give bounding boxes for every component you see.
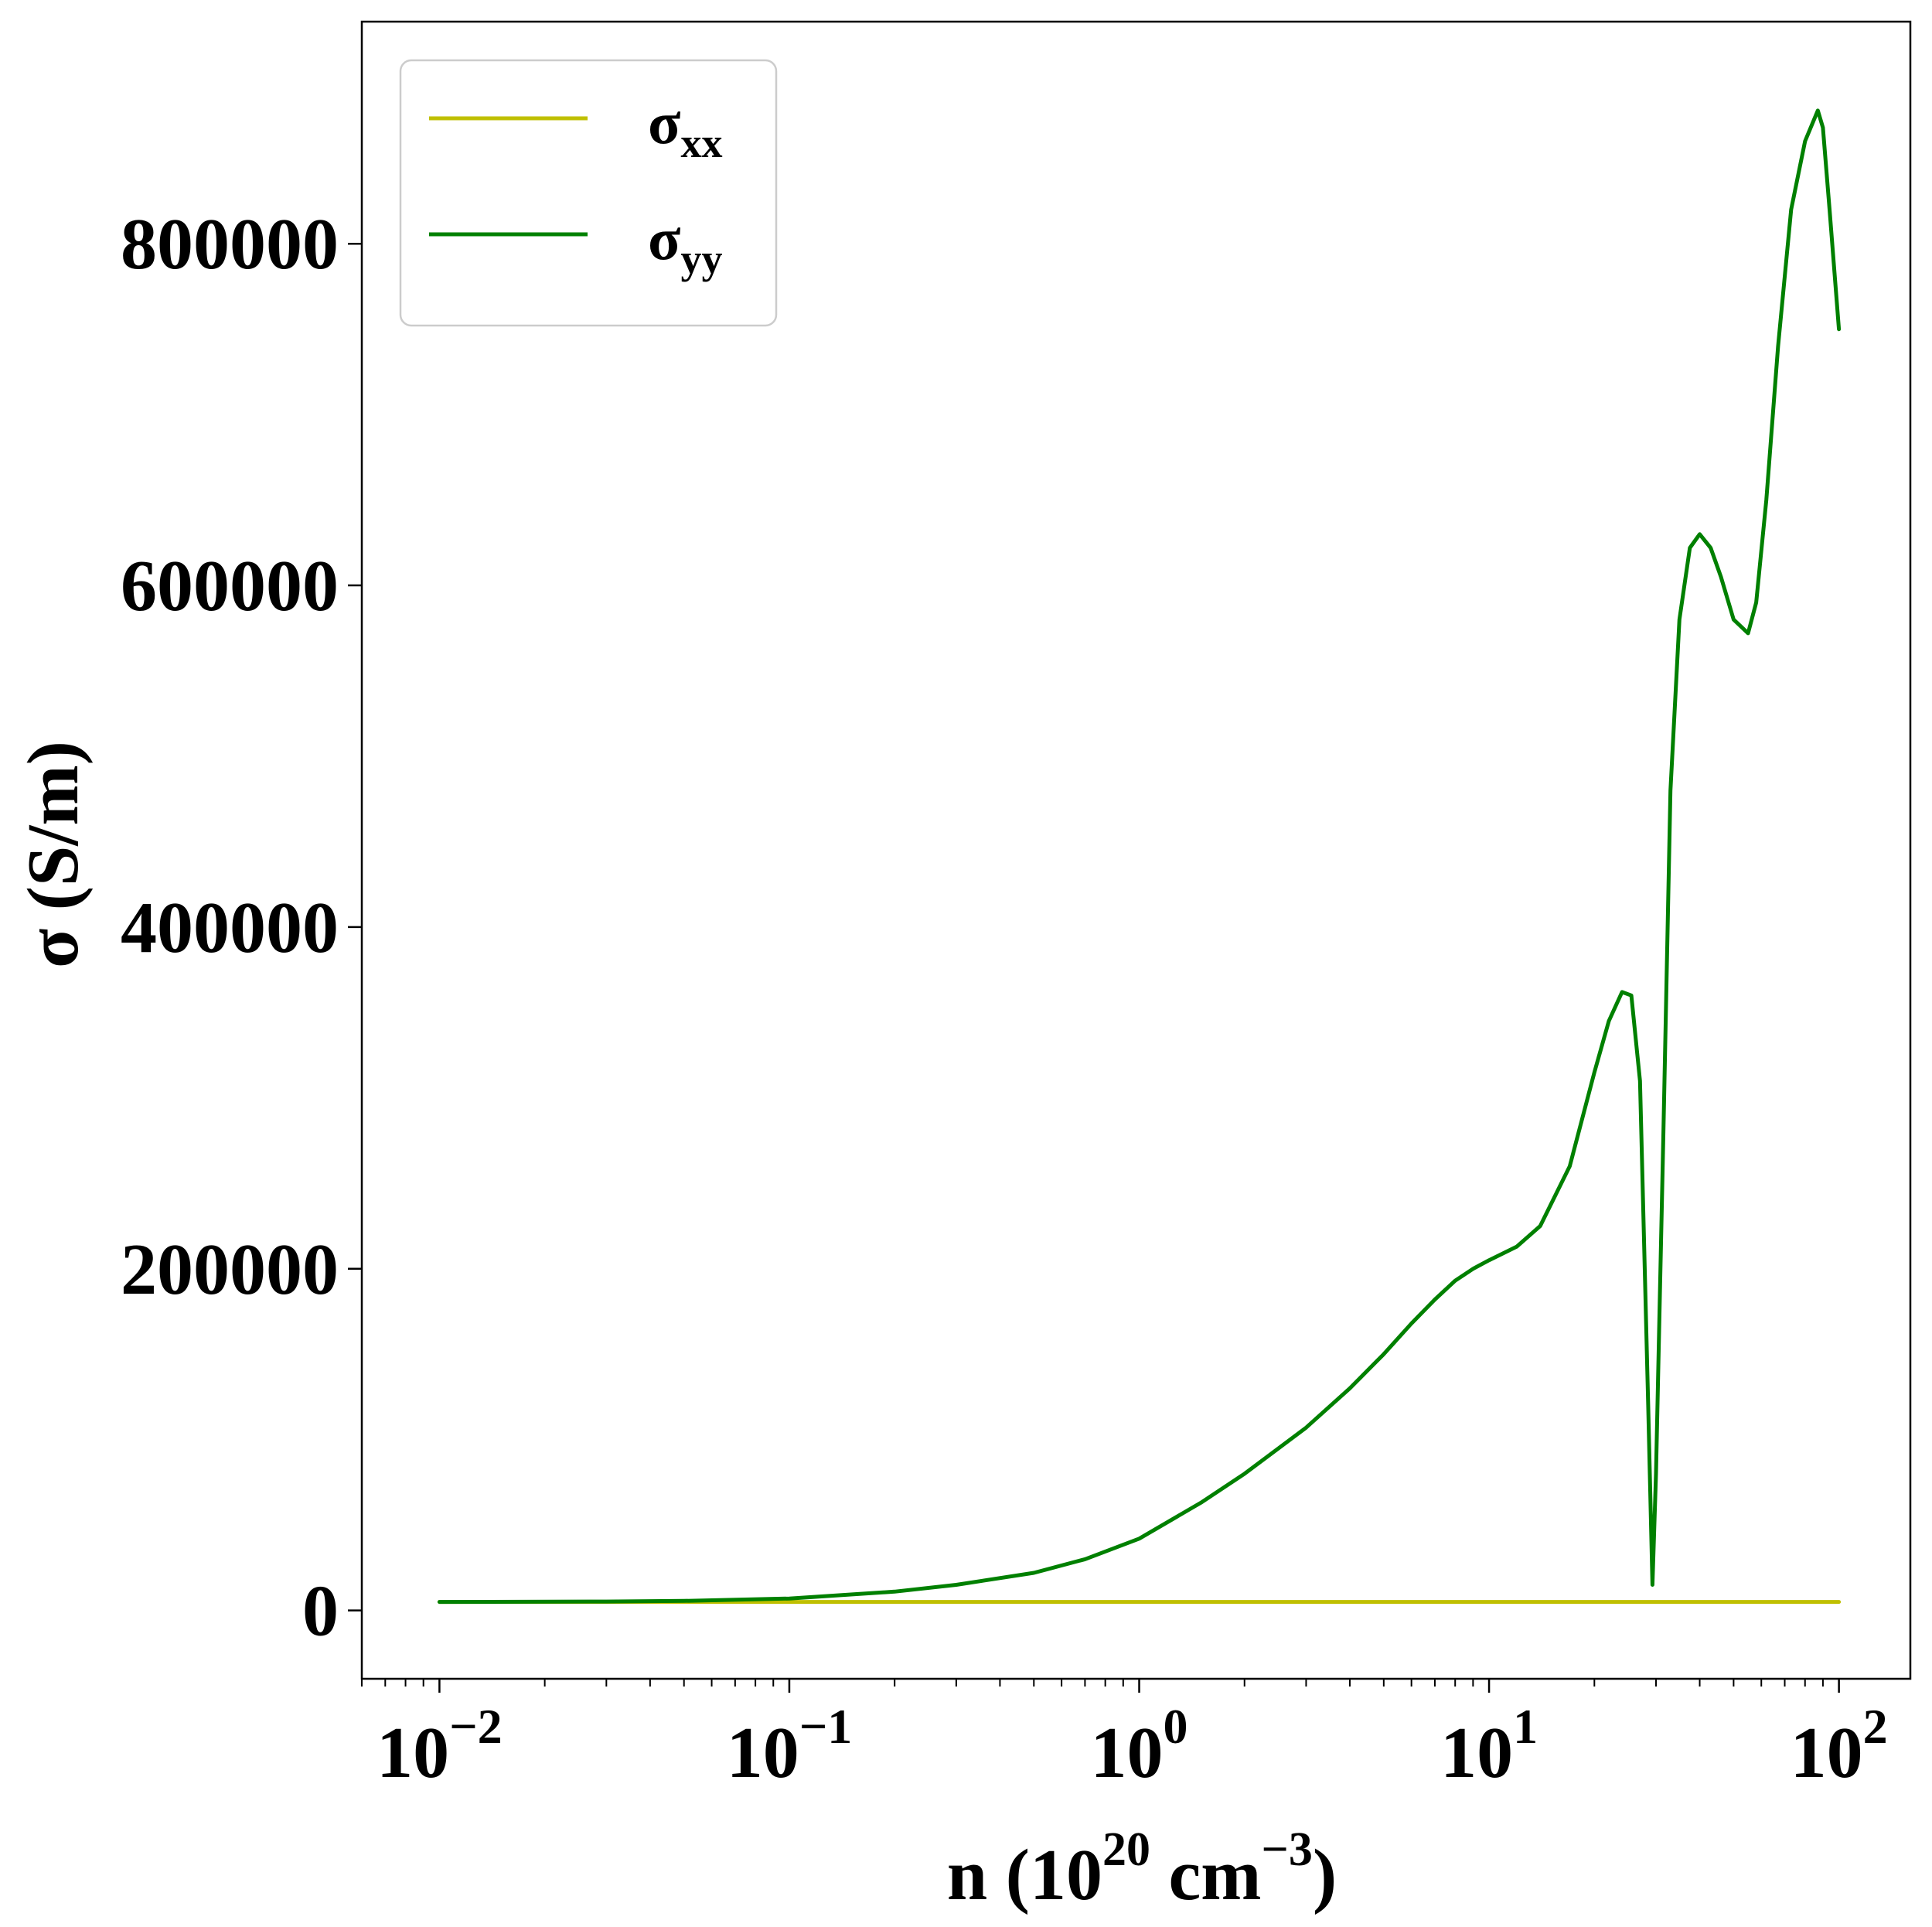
legend: σxx σyy xyxy=(399,59,778,327)
y-axis-ticks: 0 200000 400000 600000 800000 xyxy=(121,204,362,1652)
plot-frame xyxy=(360,20,1912,1680)
x-axis-ticks: 10−2 10−1 100 101 102 xyxy=(361,1679,1888,1793)
x-tick-label-exponent: −1 xyxy=(799,1699,852,1754)
x-tick-label: 10−2 xyxy=(377,1699,502,1793)
x-tick-label-base: 10 xyxy=(1091,1713,1164,1793)
x-axis-label-base: n (10 xyxy=(947,1835,1102,1915)
legend-label-sigma-yy-sub: yy xyxy=(680,236,722,282)
y-tick-label: 400000 xyxy=(121,888,339,968)
x-tick-label-base: 10 xyxy=(1440,1713,1513,1793)
legend-label-sigma-xx: σxx xyxy=(648,89,722,166)
legend-label-sigma-xx-base: σ xyxy=(648,89,680,156)
series-line-sigma-yy xyxy=(437,108,1842,1605)
x-tick-label-exponent: 0 xyxy=(1164,1699,1188,1754)
x-tick-label-exponent: 2 xyxy=(1863,1699,1888,1754)
x-tick-label-exponent: 1 xyxy=(1513,1699,1538,1754)
y-tick-label: 0 xyxy=(302,1571,339,1652)
x-tick-label-base: 10 xyxy=(727,1713,799,1793)
x-tick-label-base: 10 xyxy=(377,1713,449,1793)
x-axis-label-sup1: 20 xyxy=(1102,1823,1150,1876)
y-tick-label: 200000 xyxy=(121,1230,339,1310)
x-axis-label-end: ) xyxy=(1313,1835,1337,1915)
y-tick-label: 600000 xyxy=(121,546,339,626)
legend-label-sigma-yy: σyy xyxy=(648,205,722,282)
y-axis-label: σ (S/m) xyxy=(13,741,94,968)
x-tick-label: 101 xyxy=(1440,1699,1538,1793)
x-axis-label-mid: cm xyxy=(1150,1835,1262,1915)
x-tick-label: 100 xyxy=(1091,1699,1188,1793)
x-axis-label-sup2: −3 xyxy=(1261,1823,1312,1876)
x-tick-label: 102 xyxy=(1791,1699,1888,1793)
legend-label-sigma-xx-sub: xx xyxy=(680,120,722,166)
x-tick-label: 10−1 xyxy=(727,1699,852,1793)
plot-lines xyxy=(437,108,1842,1605)
y-tick-label: 800000 xyxy=(121,204,339,285)
x-axis-label: n (1020 cm−3) xyxy=(947,1823,1337,1915)
x-tick-label-base: 10 xyxy=(1791,1713,1863,1793)
legend-box xyxy=(399,59,778,327)
legend-label-sigma-yy-base: σ xyxy=(648,205,680,272)
x-tick-label-exponent: −2 xyxy=(449,1699,502,1754)
